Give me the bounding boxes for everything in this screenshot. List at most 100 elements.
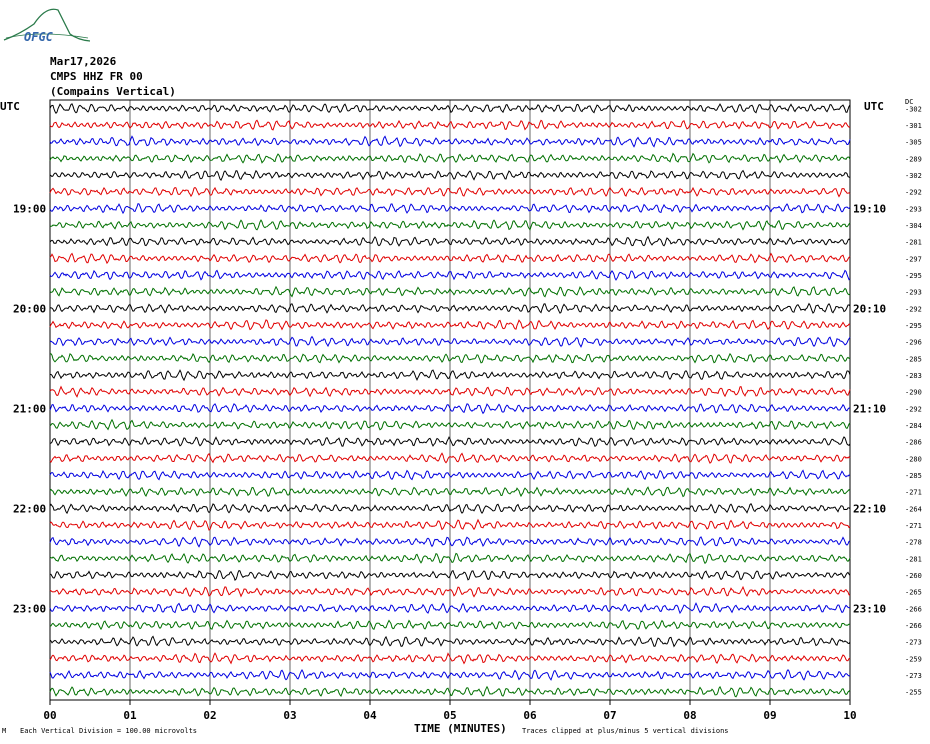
trace-row	[49, 418, 851, 431]
dc-offset-label: -285	[905, 472, 922, 480]
dc-offset-header: DC	[905, 98, 913, 106]
dc-offset-label: -281	[905, 555, 922, 563]
trace-row	[49, 403, 851, 415]
trace-row	[49, 119, 851, 131]
trace-row	[49, 152, 851, 164]
trace-row	[49, 619, 851, 631]
trace-row	[49, 652, 851, 665]
trace-row	[49, 269, 851, 281]
right-hour-label: 19:10	[853, 202, 886, 215]
dc-offset-label: -302	[905, 172, 922, 180]
trace-row	[49, 169, 851, 181]
dc-offset-label: -255	[905, 689, 922, 697]
trace-row	[49, 685, 851, 698]
dc-offset-label: -289	[905, 155, 922, 163]
x-tick-label: 00	[43, 709, 56, 722]
trace-row	[49, 486, 851, 498]
trace-row	[49, 285, 851, 298]
logo-text: OFGC	[24, 30, 54, 44]
corner-mark: M	[2, 727, 6, 735]
trace-row	[49, 335, 851, 348]
dc-offset-label: -273	[905, 639, 922, 647]
dc-offset-label: -280	[905, 455, 922, 463]
left-hour-label: 19:00	[13, 202, 46, 215]
dc-offset-label: -292	[905, 189, 922, 197]
chart-date: Mar17,2026	[50, 55, 117, 68]
trace-row	[49, 436, 851, 448]
x-tick-label: 10	[843, 709, 856, 722]
trace-row	[49, 252, 851, 265]
seismic-traces	[49, 103, 851, 698]
dc-offset-label: -266	[905, 622, 922, 630]
x-tick-label: 07	[603, 709, 616, 722]
trace-row	[49, 235, 851, 247]
left-timezone-label: UTC	[0, 100, 20, 113]
dc-offset-label: -293	[905, 205, 922, 213]
x-axis-ticks: 00 01 02 03 04 05 06 07 08 09 10	[43, 700, 857, 722]
trace-row	[49, 536, 851, 548]
dc-offset-label: -271	[905, 489, 922, 497]
right-hour-label: 22:10	[853, 502, 886, 515]
dc-offset-labels: -302 -301 -305 -289 -302 -292 -293 -304 -281 -297…	[905, 105, 922, 696]
right-hour-label: 21:10	[853, 402, 886, 415]
x-tick-label: 02	[203, 709, 216, 722]
trace-row	[49, 585, 851, 598]
trace-row	[49, 103, 851, 115]
trace-row	[49, 186, 851, 198]
dc-offset-label: -259	[905, 655, 922, 663]
right-hour-label: 23:10	[853, 602, 886, 615]
right-timezone-label: UTC	[864, 100, 884, 113]
trace-row	[49, 352, 851, 364]
dc-offset-label: -271	[905, 522, 922, 530]
dc-offset-label: -304	[905, 222, 922, 230]
channel-id: CMPS HHZ FR 00	[50, 70, 143, 83]
trace-row	[49, 452, 851, 464]
dc-offset-label: -285	[905, 355, 922, 363]
dc-offset-label: -296	[905, 339, 922, 347]
left-hour-label: 20:00	[13, 302, 46, 315]
logo-swoosh-icon	[5, 33, 89, 39]
dc-offset-label: -292	[905, 405, 922, 413]
minute-gridlines	[129, 100, 771, 700]
trace-row	[49, 203, 851, 215]
dc-offset-label: -305	[905, 139, 922, 147]
x-tick-label: 05	[443, 709, 456, 722]
trace-row	[49, 219, 851, 232]
dc-offset-label: -265	[905, 589, 922, 597]
trace-row	[49, 518, 851, 531]
station-name: (Compains Vertical)	[50, 85, 176, 98]
x-tick-label: 03	[283, 709, 296, 722]
dc-offset-label: -281	[905, 239, 922, 247]
dc-offset-label: -283	[905, 372, 922, 380]
trace-row	[49, 302, 851, 314]
left-hour-label: 22:00	[13, 502, 46, 515]
right-hour-labels: 19:10 20:10 21:10 22:10 23:10	[853, 202, 886, 615]
dc-offset-label: -278	[905, 539, 922, 547]
dc-offset-label: -302	[905, 105, 922, 113]
scale-note: Each Vertical Division = 100.00 microvol…	[20, 727, 197, 735]
trace-row	[49, 369, 851, 382]
left-hour-labels: 19:00 20:00 21:00 22:00 23:00	[13, 202, 46, 615]
dc-offset-label: -295	[905, 322, 922, 330]
x-tick-label: 08	[683, 709, 696, 722]
dc-offset-label: -260	[905, 572, 922, 580]
dc-offset-label: -290	[905, 389, 922, 397]
x-tick-label: 01	[123, 709, 137, 722]
dc-offset-label: -286	[905, 439, 922, 447]
trace-row	[49, 635, 851, 648]
dc-offset-label: -297	[905, 255, 922, 263]
dc-offset-label: -301	[905, 122, 922, 130]
ofgc-logo: OFGC	[3, 8, 91, 44]
dc-offset-label: -284	[905, 422, 922, 430]
x-tick-label: 04	[363, 709, 377, 722]
dc-offset-label: -264	[905, 505, 922, 513]
trace-row	[49, 602, 851, 615]
dc-offset-label: -266	[905, 605, 922, 613]
dc-offset-label: -292	[905, 305, 922, 313]
x-axis-label: TIME (MINUTES)	[414, 722, 507, 735]
right-hour-label: 20:10	[853, 302, 886, 315]
trace-row	[49, 469, 851, 481]
trace-row	[49, 668, 851, 681]
clip-note: Traces clipped at plus/minus 5 vertical …	[522, 727, 729, 735]
